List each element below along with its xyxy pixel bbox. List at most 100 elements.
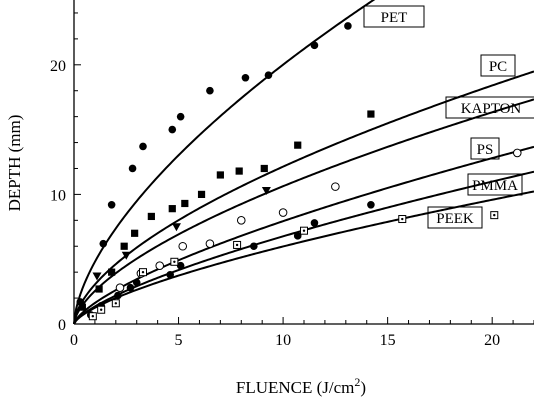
marker-dot [235, 243, 239, 247]
data-point-pet [99, 239, 108, 248]
data-point-pet [176, 112, 185, 121]
x-tick-label: 10 [275, 332, 291, 349]
data-point-pc [216, 171, 224, 179]
data-point-pc [168, 205, 176, 213]
data-point-ps [236, 216, 246, 225]
x-axis-title-close: ) [360, 378, 366, 397]
series-label-peek: PEEK [427, 206, 483, 229]
series-label-text: KAPTON [461, 101, 522, 117]
y-tick-label: 20 [50, 58, 66, 75]
data-point-pc [197, 190, 206, 198]
marker-dot [99, 308, 103, 311]
x-tick-label: 5 [175, 332, 183, 349]
data-point-ps [178, 241, 188, 251]
marker-dot [401, 217, 404, 221]
data-point-ps [155, 261, 165, 270]
data-point-peek [97, 305, 106, 314]
series-labels: PET PC KAPTON PS PMMA PEEK [363, 5, 534, 229]
marker-dot [493, 213, 496, 217]
series-label-box [427, 206, 483, 229]
fit-curve-pet [73, 0, 376, 325]
data-point-pet [264, 71, 273, 79]
series-label-text: PET [381, 10, 408, 26]
data-point-peek [170, 257, 179, 266]
data-point-peek [233, 240, 242, 249]
data-point-pet [344, 22, 352, 30]
data-point-peek [490, 211, 499, 220]
x-axis-title-main: FLUENCE (J/cm [236, 378, 355, 397]
data-point-pmma [293, 232, 302, 240]
data-point-pc [95, 285, 103, 293]
x-tick-label: 0 [70, 332, 78, 349]
data-markers [76, 22, 522, 321]
data-point-pet [241, 73, 250, 82]
data-point-pc [181, 199, 189, 208]
data-point-ps [278, 208, 288, 217]
series-label-box [467, 173, 523, 196]
data-point-peek [398, 215, 407, 224]
data-point-kapton [121, 251, 131, 260]
data-point-pmma [250, 242, 258, 251]
data-point-pet [139, 142, 147, 151]
marker-dot [91, 315, 95, 318]
data-point-ps [115, 283, 125, 293]
data-point-peek [139, 268, 147, 277]
x-axis-title: FLUENCE (J/cm2) [236, 375, 366, 397]
data-point-pmma [310, 219, 319, 227]
data-point-pc [147, 212, 155, 221]
data-point-ps [331, 182, 340, 191]
data-point-peek [300, 226, 308, 235]
data-point-peek [111, 299, 120, 308]
x-tick-label: 15 [380, 332, 396, 349]
data-point-pc [108, 268, 116, 276]
series-label-box [363, 5, 425, 28]
marker-dot [302, 229, 306, 232]
x-axis-title-superscript: 2 [354, 375, 360, 389]
data-point-pmma [367, 200, 375, 209]
series-label-text: PC [489, 59, 507, 75]
series-label-text: PEEK [436, 211, 474, 227]
data-point-pet [168, 125, 177, 134]
data-point-kapton [261, 187, 271, 196]
data-point-pmma [126, 283, 135, 292]
fit-curve-kapton [73, 98, 534, 325]
data-point-pc [120, 242, 128, 250]
y-tick-label: 0 [58, 317, 66, 334]
y-tick-label: 10 [50, 187, 66, 204]
data-point-pc [131, 229, 139, 237]
data-point-pet [310, 41, 319, 50]
data-point-kapton [171, 223, 181, 232]
series-label-box [480, 54, 516, 77]
data-point-pet [107, 200, 116, 209]
fit-curve-ps [73, 145, 534, 325]
data-point-pc [260, 164, 268, 173]
marker-dot [173, 260, 176, 263]
marker-dot [114, 302, 118, 305]
axes: 0 5 10 15 20 0 10 20 [50, 0, 534, 349]
data-point-pmma [132, 278, 141, 287]
fit-curve-pc [73, 70, 534, 325]
marker-dot [141, 270, 145, 274]
series-label-pc: PC [480, 54, 516, 77]
series-label-box [445, 96, 534, 119]
series-label-ps: PS [470, 137, 500, 160]
series-label-kapton: KAPTON [445, 96, 534, 119]
data-point-ps [512, 148, 522, 158]
data-point-peek [88, 312, 97, 321]
data-point-pmma [114, 291, 122, 300]
data-point-pmma [166, 270, 174, 279]
x-tick-label: 20 [484, 332, 500, 349]
data-point-pc [294, 141, 302, 149]
y-axis-title: DEPTH (mm) [5, 115, 24, 212]
data-point-pc [367, 110, 375, 118]
data-point-pc [78, 303, 86, 311]
series-label-text: PS [477, 142, 494, 158]
series-label-pmma: PMMA [467, 173, 523, 196]
data-point-pet [128, 164, 137, 173]
data-point-ps [205, 239, 215, 248]
data-point-pc [235, 167, 243, 175]
series-label-box [470, 137, 500, 160]
series-label-pet: PET [363, 5, 425, 28]
data-point-pmma [176, 261, 185, 270]
